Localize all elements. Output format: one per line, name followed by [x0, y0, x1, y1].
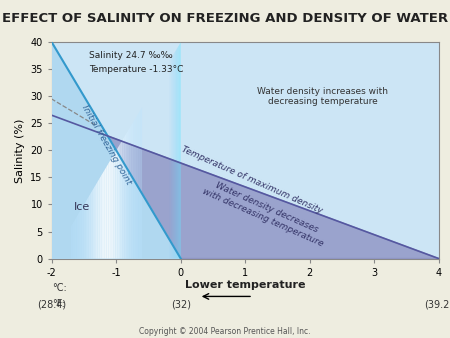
Polygon shape	[117, 146, 119, 259]
Polygon shape	[80, 208, 82, 259]
Polygon shape	[110, 158, 112, 259]
Polygon shape	[105, 167, 107, 259]
Polygon shape	[122, 137, 124, 259]
Text: Salinity 24.7 ‰‰: Salinity 24.7 ‰‰	[89, 51, 173, 61]
Polygon shape	[52, 42, 181, 259]
Text: Water density decreases
with decreasing temperature: Water density decreases with decreasing …	[201, 177, 328, 248]
Polygon shape	[71, 223, 73, 259]
Polygon shape	[140, 107, 142, 259]
Polygon shape	[116, 149, 117, 259]
Polygon shape	[78, 211, 80, 259]
Polygon shape	[180, 42, 181, 259]
Polygon shape	[175, 51, 176, 259]
Text: °C:: °C:	[52, 283, 67, 293]
Polygon shape	[76, 214, 78, 259]
Polygon shape	[52, 115, 439, 259]
Text: °F:: °F:	[52, 299, 65, 309]
Polygon shape	[135, 116, 137, 259]
Polygon shape	[89, 193, 90, 259]
Text: (32): (32)	[171, 299, 191, 309]
Polygon shape	[171, 56, 172, 259]
Text: Temperature -1.33°C: Temperature -1.33°C	[89, 65, 184, 74]
Polygon shape	[137, 113, 139, 259]
Polygon shape	[178, 46, 179, 259]
Polygon shape	[121, 140, 122, 259]
Polygon shape	[119, 143, 121, 259]
Polygon shape	[84, 202, 86, 259]
Polygon shape	[128, 128, 130, 259]
Polygon shape	[174, 53, 175, 259]
Polygon shape	[73, 220, 75, 259]
Text: Lower temperature: Lower temperature	[185, 280, 306, 290]
Polygon shape	[179, 44, 180, 259]
Polygon shape	[114, 152, 116, 259]
Text: EFFECT OF SALINITY ON FREEZING AND DENSITY OF WATER: EFFECT OF SALINITY ON FREEZING AND DENSI…	[2, 12, 448, 25]
Polygon shape	[99, 175, 101, 259]
Polygon shape	[177, 47, 178, 259]
Polygon shape	[94, 185, 96, 259]
Polygon shape	[92, 188, 94, 259]
Polygon shape	[130, 125, 131, 259]
Text: Temperature of maximum density: Temperature of maximum density	[180, 145, 324, 215]
Polygon shape	[103, 170, 105, 259]
Polygon shape	[82, 205, 84, 259]
Polygon shape	[124, 134, 126, 259]
Text: Copyright © 2004 Pearson Prentice Hall, Inc.: Copyright © 2004 Pearson Prentice Hall, …	[139, 327, 311, 336]
Polygon shape	[101, 173, 103, 259]
Polygon shape	[98, 178, 99, 259]
Text: (39.2): (39.2)	[424, 299, 450, 309]
Polygon shape	[139, 110, 140, 259]
Polygon shape	[108, 161, 110, 259]
Y-axis label: Salinity (%): Salinity (%)	[15, 118, 25, 183]
Polygon shape	[96, 182, 98, 259]
Polygon shape	[176, 49, 177, 259]
Text: Initial freezing point: Initial freezing point	[80, 104, 133, 186]
Text: Water density increases with
decreasing temperature: Water density increases with decreasing …	[257, 87, 388, 106]
Polygon shape	[75, 217, 76, 259]
Polygon shape	[112, 155, 114, 259]
Polygon shape	[90, 190, 92, 259]
Polygon shape	[172, 55, 173, 259]
Polygon shape	[87, 196, 89, 259]
Polygon shape	[126, 131, 128, 259]
Polygon shape	[173, 54, 174, 259]
Polygon shape	[86, 199, 87, 259]
Polygon shape	[107, 164, 108, 259]
Polygon shape	[131, 122, 133, 259]
Text: Ice: Ice	[74, 202, 90, 212]
Text: (28.4): (28.4)	[37, 299, 66, 309]
Polygon shape	[133, 119, 135, 259]
Polygon shape	[170, 59, 171, 259]
